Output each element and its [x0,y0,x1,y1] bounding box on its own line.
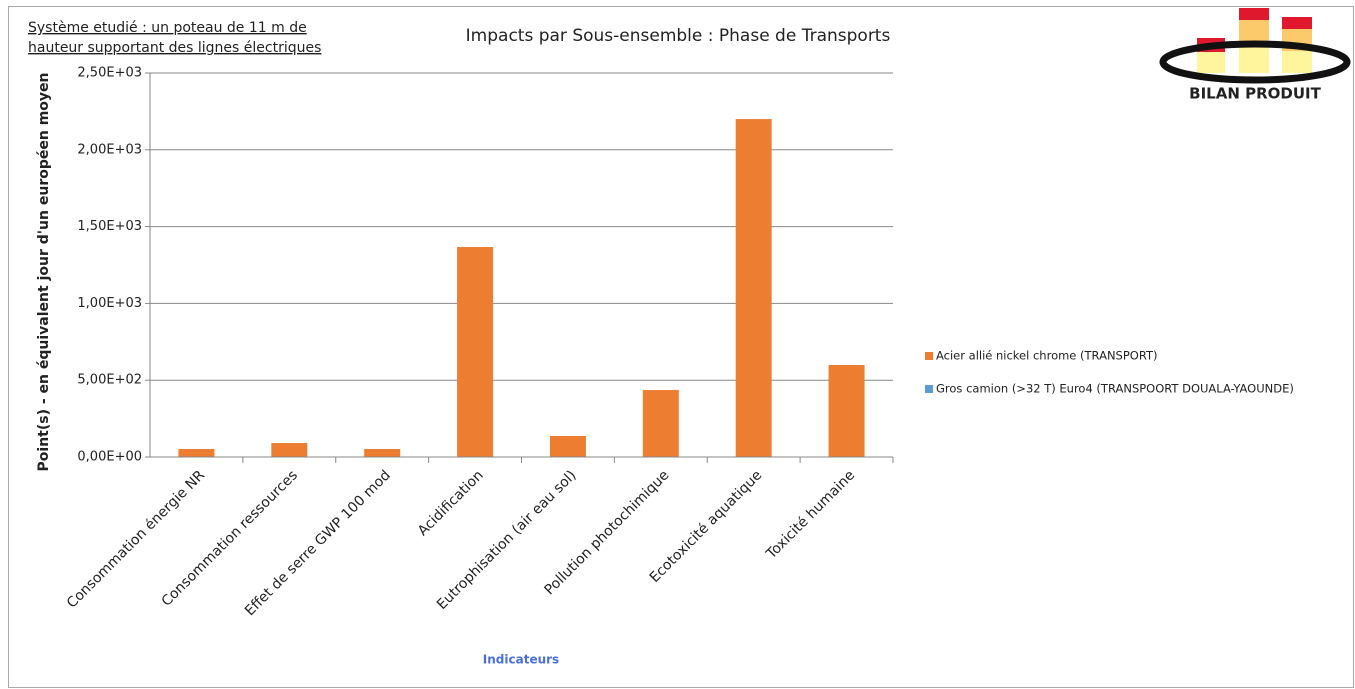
x-axis-label: Indicateurs [483,653,559,667]
bar [178,449,215,457]
y-tick-label: 2,00E+03 [77,142,142,157]
y-tick-label: 2,50E+03 [77,66,142,81]
annotation: hauteur supportant des lignes électrique… [28,40,321,56]
annotation: Système etudié : un poteau de 11 m de [28,20,307,36]
frame [8,6,1354,688]
chart-title: Impacts par Sous-ensemble : Phase de Tra… [466,26,891,46]
bar [457,247,494,457]
bar [271,443,308,457]
logo-graphic [1159,8,1351,84]
y-tick-label: 5,00E+02 [77,373,142,388]
y-tick-label: 1,50E+03 [77,219,142,234]
legend-label: Gros camion (>32 T) Euro4 (TRANSPOORT DO… [936,382,1294,396]
bar [642,390,679,457]
y-axis-label: Point(s) - en équivalent jour d'un europ… [36,73,52,472]
x-tick-label: Toxicité humaine [763,467,858,562]
legend-swatch [925,385,933,393]
logo-text: BILAN PRODUIT [1189,85,1321,103]
legend-label: Acier allié nickel chrome (TRANSPORT) [936,349,1158,363]
bar [735,119,772,457]
y-tick-label: 0,00E+00 [77,450,142,465]
x-tick-label: Effet de serre GWP 100 mod [242,467,394,619]
legend-swatch [925,352,933,360]
x-tick-label: Acidification [415,467,487,539]
y-tick-label: 1,00E+03 [77,296,142,311]
bar [828,364,865,457]
bar [364,449,401,457]
bar [549,435,586,457]
